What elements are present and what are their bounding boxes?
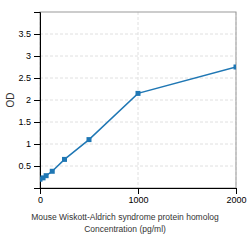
x-axis: 0 1000 2000	[38, 188, 247, 205]
y-tick: 1.5	[18, 117, 40, 127]
x-tick-label: 0	[38, 195, 43, 205]
y-axis-label: OD	[5, 93, 16, 108]
y-tick-mark	[34, 100, 40, 101]
point	[50, 169, 55, 174]
point	[44, 173, 49, 178]
y-tick-label: 1	[26, 139, 31, 149]
y-tick-mark	[34, 56, 40, 57]
y-tick-mark	[34, 144, 40, 145]
y-tick-label: 2.5	[18, 73, 31, 83]
grid-line-x	[138, 12, 139, 188]
chart: 0 1000 2000 0.5 1 1.5 2 2.5 3 3.5 OD Mouse Wiskott-…	[0, 0, 250, 250]
x-tick-label: 1000	[128, 195, 148, 205]
grid-line-y	[40, 166, 236, 167]
plot: 0 1000 2000 0.5 1 1.5 2 2.5 3 3.5	[18, 12, 246, 205]
y-tick: 3.5	[18, 29, 40, 39]
line	[40, 67, 236, 179]
y-tick: 0.5	[18, 161, 40, 171]
data-marks	[40, 65, 236, 182]
point	[234, 65, 237, 70]
point	[87, 137, 92, 142]
y-tick-mark	[34, 166, 40, 167]
y-tick-mark	[34, 78, 40, 79]
x-tick-label: 2000	[226, 195, 246, 205]
x-axis-line	[41, 189, 237, 195]
x-tick-mark	[236, 188, 237, 194]
y-tick-label: 2	[26, 95, 31, 105]
y-tick-label: 0.5	[18, 161, 31, 171]
x-tick: 1000	[128, 188, 148, 205]
x-axis-label: Mouse Wiskott-Aldrich syndrome protein h…	[31, 212, 219, 222]
y-tick-label: 3.5	[18, 29, 31, 39]
point	[62, 157, 67, 162]
y-tick-mark	[34, 34, 40, 35]
y-tick-label: 3	[26, 51, 31, 61]
plot-frame	[40, 12, 236, 188]
y-tick: 3	[26, 51, 40, 61]
y-tick: 1	[26, 139, 40, 149]
x-axis-label: Concentration (pg/ml)	[84, 224, 166, 234]
y-axis-line	[34, 13, 41, 189]
x-tick: 0	[38, 188, 43, 205]
grid-line-y	[40, 56, 236, 57]
point	[136, 91, 141, 96]
grid	[40, 12, 236, 188]
y-axis: 0.5 1 1.5 2 2.5 3 3.5	[18, 13, 40, 189]
y-tick-mark	[34, 122, 40, 123]
x-tick-mark	[138, 188, 139, 194]
y-tick-label: 1.5	[18, 117, 31, 127]
y-tick: 2.5	[18, 73, 40, 83]
y-tick: 2	[26, 95, 40, 105]
x-tick: 2000	[226, 188, 246, 205]
